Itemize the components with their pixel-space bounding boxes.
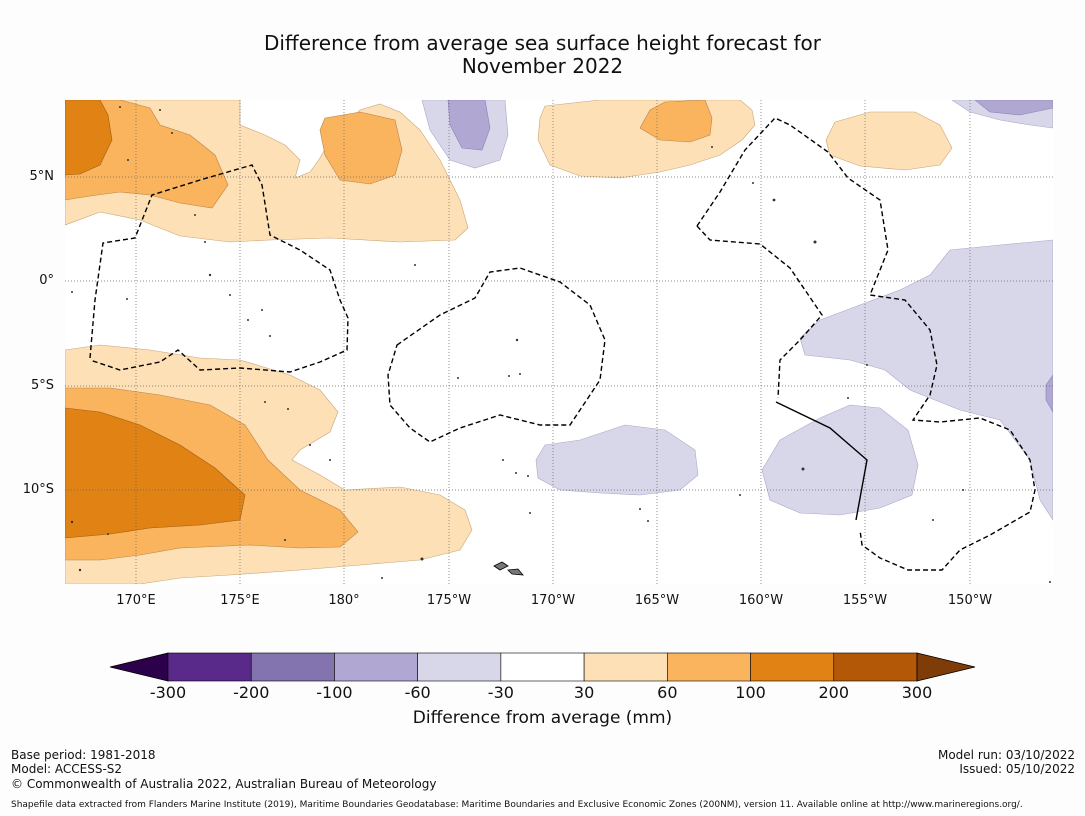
title-line-2: November 2022 bbox=[461, 54, 624, 78]
eez-kiribati-line bbox=[696, 117, 1036, 571]
islands bbox=[70, 106, 1051, 583]
x-label-180: 180° bbox=[328, 593, 360, 608]
contour-neg100-neg60-north-centre bbox=[447, 100, 491, 151]
colorbar-label: 100 bbox=[735, 683, 766, 702]
maritime-boundary-solid bbox=[775, 401, 868, 521]
colorbar-boxes bbox=[167, 652, 918, 682]
colorbar bbox=[109, 652, 976, 682]
colorbar-box-2 bbox=[334, 652, 418, 682]
x-label-165w: 165°W bbox=[634, 593, 680, 608]
eez-line-inner bbox=[696, 225, 823, 399]
colorbar-box-3 bbox=[417, 652, 502, 682]
contour-neg60-neg30-south-east bbox=[761, 404, 919, 516]
y-label-5n: 5°N bbox=[29, 169, 55, 184]
samoa-islands bbox=[493, 561, 524, 576]
footer-left: Base period: 1981-2018 Model: ACCESS-S2 … bbox=[11, 748, 436, 791]
colorbar-extend-high bbox=[916, 652, 976, 682]
colorbar-label: -100 bbox=[316, 683, 353, 702]
contour-neg100-neg60-east-edge bbox=[1045, 374, 1053, 413]
x-label-170w: 170°W bbox=[530, 593, 576, 608]
colorbar-box-6 bbox=[667, 652, 751, 682]
sea-level-map bbox=[65, 100, 1053, 584]
colorbar-box-4 bbox=[500, 652, 585, 682]
base-period: Base period: 1981-2018 bbox=[11, 748, 156, 762]
colorbar-box-0 bbox=[167, 652, 252, 682]
model-name: Model: ACCESS-S2 bbox=[11, 762, 123, 776]
x-label-175w: 175°W bbox=[426, 593, 472, 608]
colorbar-extend-low bbox=[109, 652, 169, 682]
colorbar-box-5 bbox=[583, 652, 668, 682]
contour-30-60-north-east bbox=[825, 111, 953, 171]
contour-100-200-north-west bbox=[65, 100, 113, 176]
issued-date: Issued: 05/10/2022 bbox=[959, 762, 1075, 776]
colorbar-label: 30 bbox=[573, 683, 595, 702]
y-label-5s: 5°S bbox=[30, 378, 54, 393]
colorbar-label: -30 bbox=[487, 683, 514, 702]
title-line-1: Difference from average sea surface heig… bbox=[263, 31, 822, 55]
colorbar-label: -200 bbox=[233, 683, 270, 702]
copyright: © Commonwealth of Australia 2022, Austra… bbox=[11, 777, 437, 791]
colorbar-label: -60 bbox=[404, 683, 431, 702]
contour-60-100-north-centre bbox=[319, 111, 403, 185]
y-label-0: 0° bbox=[39, 273, 54, 288]
colorbar-label: -300 bbox=[149, 683, 187, 702]
colorbar-box-7 bbox=[750, 652, 835, 682]
eez-kiribati-phoenix bbox=[387, 267, 606, 443]
map-title: Difference from average sea surface heig… bbox=[0, 32, 1085, 78]
colorbar-label: 200 bbox=[818, 683, 850, 702]
eez-boundaries bbox=[89, 117, 1036, 571]
contour-100-200-south-west bbox=[65, 407, 246, 539]
footer-right: Model run: 03/10/2022 Issued: 05/10/2022 bbox=[938, 748, 1075, 776]
colorbar-box-8 bbox=[833, 652, 918, 682]
colorbar-label: 300 bbox=[901, 683, 933, 702]
shapefile-note: Shapefile data extracted from Flanders M… bbox=[11, 800, 1023, 810]
model-run: Model run: 03/10/2022 bbox=[937, 748, 1075, 762]
x-label-170e: 170°E bbox=[116, 593, 156, 608]
colorbar-box-1 bbox=[250, 652, 335, 682]
x-label-175e: 175°E bbox=[220, 593, 260, 608]
contour-60-100-north-east bbox=[639, 100, 713, 143]
anomaly-contours bbox=[65, 100, 1053, 584]
x-label-150w: 150°W bbox=[947, 593, 993, 608]
eez-kiribati-gilberts bbox=[89, 164, 349, 373]
x-label-160w: 160°W bbox=[738, 593, 784, 608]
contour-neg100-neg60-north-east bbox=[974, 100, 1053, 116]
y-label-10s: 10°S bbox=[22, 482, 54, 497]
colorbar-label: 60 bbox=[657, 683, 678, 702]
colorbar-title: Difference from average (mm) bbox=[412, 708, 673, 728]
x-label-155w: 155°W bbox=[842, 593, 888, 608]
